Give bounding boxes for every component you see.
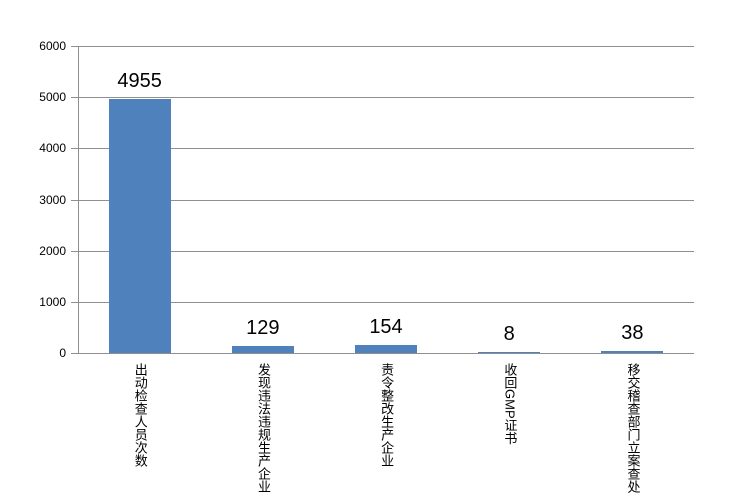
bar	[355, 345, 417, 353]
gridline	[79, 199, 694, 201]
bar	[108, 99, 171, 353]
y-axis-tick	[71, 199, 79, 201]
y-axis-tick-label: 3000	[39, 192, 66, 207]
bar-value-label: 8	[503, 322, 515, 345]
plot-area: 0 1000 2000 3000 4000 5000 6000 4955 出动检查人员次数 129…	[39, 39, 694, 493]
x-axis-category-label: 发现违法违规生产企业	[255, 363, 271, 493]
x-axis-category-label: 出动检查人员次数	[132, 363, 148, 467]
y-axis-tick	[71, 46, 79, 47]
y-axis-tick-label: 1000	[39, 294, 66, 309]
y-axis-tick	[71, 301, 79, 303]
x-axis-category-label: 移交稽查部门立案查处	[625, 363, 641, 493]
bar-value-label: 38	[621, 322, 644, 345]
y-axis-tick	[71, 250, 79, 252]
y-axis-tick-label: 6000	[39, 39, 66, 53]
x-axis-line	[78, 353, 694, 354]
y-axis-tick-label: 5000	[39, 90, 66, 105]
gridline	[79, 250, 694, 252]
gridline	[79, 148, 694, 150]
bar-value-label: 129	[246, 317, 280, 340]
y-axis-tick-label: 0	[59, 346, 66, 360]
bar	[231, 346, 294, 353]
x-axis-category-label: 责令整改生产企业	[379, 363, 395, 467]
bar-value-label: 4955	[117, 70, 162, 93]
gridline	[79, 301, 694, 303]
y-axis-tick-label: 4000	[39, 141, 66, 156]
bar	[478, 351, 541, 353]
gridline	[79, 46, 694, 47]
y-axis-tick	[71, 97, 79, 99]
y-axis-tick	[71, 353, 79, 354]
gridline	[79, 97, 694, 99]
y-axis-tick	[71, 148, 79, 150]
y-axis-tick-label: 2000	[39, 243, 66, 258]
x-axis-category-label: 收回GMP证书	[502, 363, 518, 445]
bar	[601, 351, 664, 353]
bar-value-label: 154	[369, 316, 403, 339]
